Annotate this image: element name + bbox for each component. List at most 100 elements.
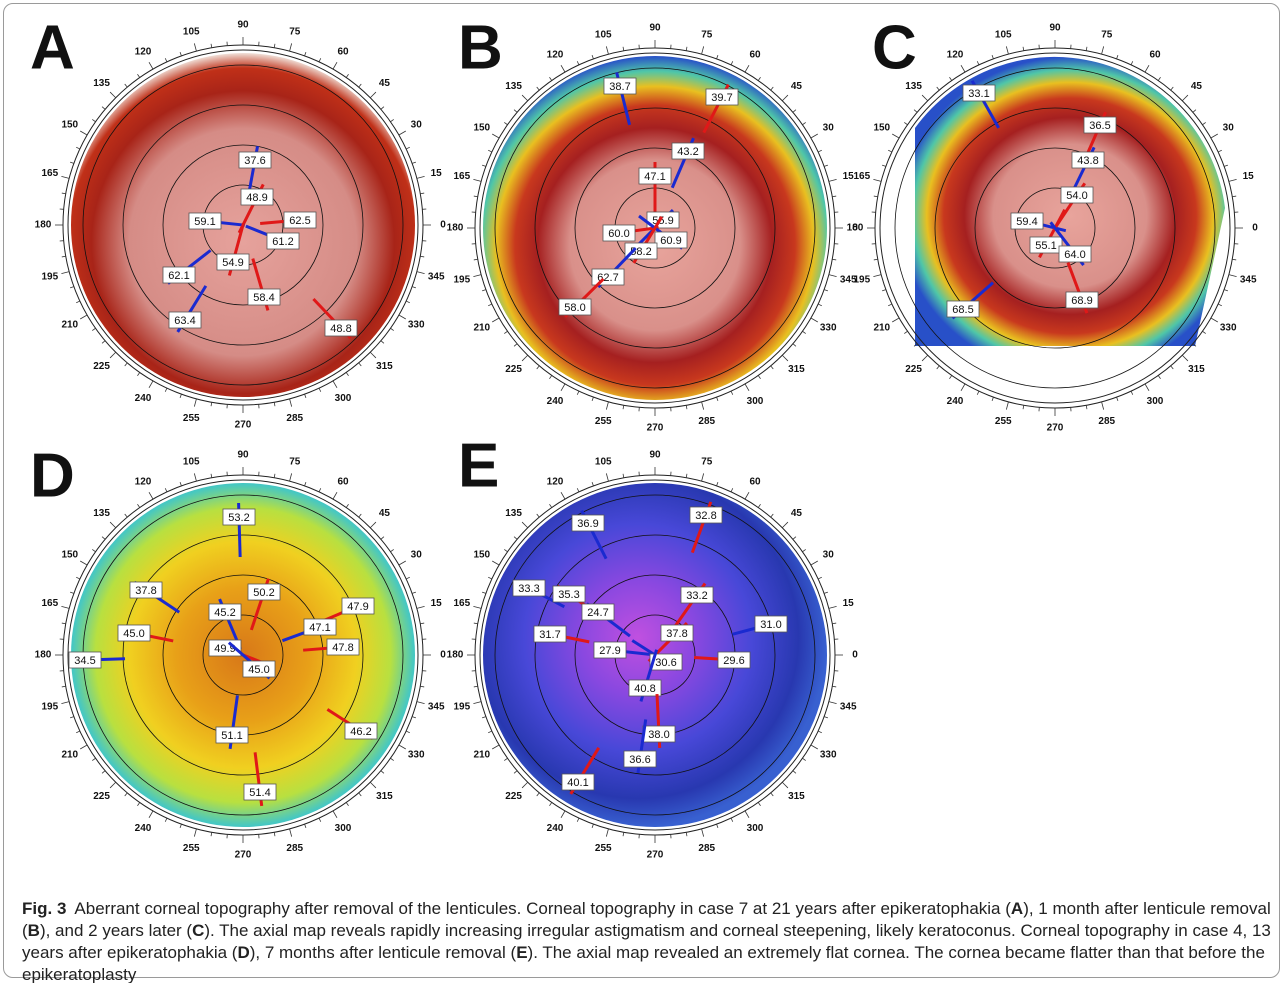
degree-tick	[513, 536, 518, 540]
degree-tick	[504, 122, 508, 126]
angle-label: 240	[947, 396, 964, 407]
caption-text: ). The axial map reveals rapidly increas…	[22, 921, 1271, 962]
degree-tick	[69, 286, 74, 289]
value-label: 24.7	[587, 607, 608, 619]
value-box	[624, 242, 658, 260]
angle-label: 165	[453, 598, 470, 609]
degree-tick	[1085, 46, 1088, 51]
degree-tick	[332, 810, 338, 819]
angle-label: 120	[135, 46, 152, 57]
degree-tick	[137, 74, 141, 78]
degree-tick	[164, 58, 168, 63]
degree-tick	[685, 473, 688, 478]
degree-tick	[1022, 405, 1025, 410]
degree-tick	[873, 195, 878, 198]
panel-letter: B	[458, 13, 503, 82]
degree-tick	[148, 810, 154, 819]
angle-label: 0	[1252, 223, 1258, 234]
degree-tick	[289, 828, 293, 837]
degree-tick	[716, 54, 719, 59]
degree-tick	[137, 504, 141, 508]
degree-tick	[416, 701, 425, 705]
panel-letter: C	[872, 13, 917, 82]
degree-tick	[1144, 64, 1150, 73]
value-box	[215, 726, 249, 744]
degree-tick	[101, 536, 106, 540]
degree-tick	[481, 289, 486, 292]
degree-tick	[179, 51, 182, 56]
degree-tick	[101, 106, 106, 110]
value-box	[188, 212, 222, 230]
angle-label: 135	[905, 81, 922, 92]
degree-tick	[757, 802, 761, 806]
degree-tick	[716, 397, 719, 402]
value-box	[660, 624, 694, 642]
value-box	[216, 253, 250, 271]
degree-tick	[405, 146, 410, 150]
degree-tick	[685, 46, 688, 51]
degree-tick	[817, 303, 822, 307]
degree-tick	[536, 513, 540, 518]
degree-tick	[1022, 46, 1025, 51]
degree-tick	[685, 832, 688, 837]
degree-tick	[380, 106, 385, 110]
angle-label: 0	[440, 650, 446, 661]
outer-ring	[479, 479, 831, 831]
degree-tick	[405, 730, 410, 734]
angle-label: 270	[647, 423, 664, 434]
angle-label: 0	[852, 223, 858, 234]
degree-tick	[873, 274, 882, 278]
degree-tick	[904, 330, 908, 334]
degree-tick	[828, 605, 837, 609]
degree-tick	[481, 716, 486, 719]
degree-tick	[101, 770, 106, 774]
degree-tick	[304, 394, 307, 399]
value-label: 37.8	[135, 585, 156, 597]
degree-tick	[380, 770, 385, 774]
value-label: 36.6	[629, 754, 650, 766]
degree-tick	[1130, 61, 1134, 66]
outer-ring	[67, 479, 419, 831]
degree-tick	[210, 43, 213, 48]
angle-label: 195	[41, 701, 58, 712]
angle-label: 195	[853, 274, 870, 285]
angle-label: 150	[61, 120, 78, 131]
degree-tick	[744, 64, 750, 73]
value-label: 47.9	[347, 601, 368, 613]
angle-label: 195	[453, 274, 470, 285]
ring	[494, 67, 816, 389]
angle-label: 90	[649, 23, 661, 34]
degree-tick	[318, 488, 322, 493]
angle-label: 105	[995, 29, 1012, 40]
degree-tick	[891, 133, 900, 139]
degree-tick	[179, 394, 182, 399]
degree-tick	[716, 824, 719, 829]
degree-tick	[605, 473, 609, 482]
angle-label: 315	[788, 791, 805, 802]
degree-tick	[1130, 390, 1134, 395]
angle-label: 120	[135, 476, 152, 487]
angle-label: 315	[788, 364, 805, 375]
value-box	[238, 151, 272, 169]
value-label: 35.3	[558, 589, 579, 601]
degree-tick	[61, 175, 70, 179]
degree-tick	[390, 549, 394, 553]
angle-label: 15	[1243, 171, 1255, 182]
angle-label: 0	[440, 220, 446, 231]
value-box	[247, 288, 281, 306]
degree-tick	[824, 164, 829, 167]
outer-ring	[879, 52, 1231, 404]
degree-tick	[164, 488, 168, 493]
value-box	[533, 625, 567, 643]
angle-label: 240	[547, 396, 564, 407]
degree-tick	[416, 271, 425, 275]
angle-label: 285	[286, 413, 303, 424]
angle-label: 285	[698, 416, 715, 427]
topography-maps: 0153045607590105120135150165180195210225…	[30, 13, 1258, 860]
degree-tick	[591, 397, 594, 402]
degree-tick	[1101, 46, 1105, 55]
degree-tick	[549, 504, 553, 508]
degree-tick	[605, 401, 609, 410]
degree-tick	[802, 122, 806, 126]
degree-tick	[69, 716, 74, 719]
